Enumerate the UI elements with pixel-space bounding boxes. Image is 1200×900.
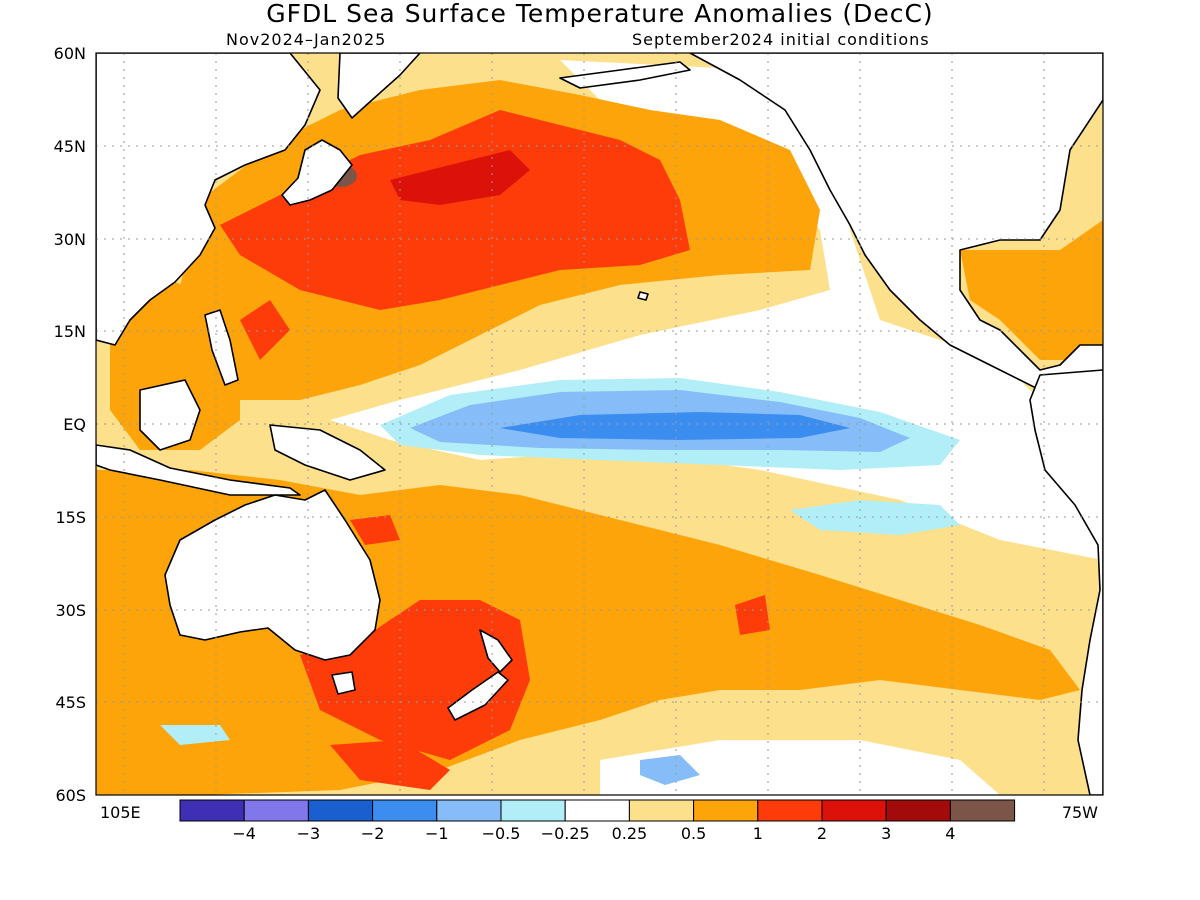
land-north-america	[689, 53, 1103, 401]
colorbar-tick-label: 4	[945, 824, 955, 843]
colorbar-swatch	[372, 799, 438, 822]
anomaly-region-pos-1-south	[330, 740, 450, 790]
period-label: Nov2024–Jan2025	[226, 30, 386, 49]
anomaly-region-pos-05-mexico	[960, 220, 1103, 360]
lon-label-right: 75W	[1062, 803, 1098, 822]
lat-label: 60S	[55, 786, 86, 805]
anomaly-region-pos-2	[390, 150, 530, 205]
colorbar-swatch	[885, 799, 951, 822]
colorbar-swatch	[757, 799, 823, 822]
anomaly-region-pos-1-sp	[735, 595, 770, 635]
colorbar-swatch	[500, 799, 566, 822]
colorbar-swatch	[821, 799, 887, 822]
anomaly-region-pos-1-tasman	[300, 600, 530, 760]
land-australia	[164, 489, 381, 661]
lon-label-left: 105E	[100, 803, 141, 822]
land-japan	[281, 139, 353, 206]
anomaly-region-neg-05-south	[640, 755, 700, 785]
colorbar-tick-label: 3	[881, 824, 891, 843]
anomaly-region-neg-025-south	[790, 500, 960, 535]
sst-anomaly-field	[96, 53, 1103, 795]
colorbar-tick-label: 2	[817, 824, 827, 843]
anomaly-region-pos-1-west	[240, 300, 290, 360]
lat-label: EQ	[63, 415, 86, 434]
colorbar-tick-label: −0.25	[541, 824, 590, 843]
colorbar-tick-label: −3	[297, 824, 321, 843]
colorbar-swatch	[949, 799, 1016, 822]
latitude-labels: 60N 45N 30N 15N EQ 15S 30S 45S 60S	[54, 44, 86, 805]
map-frame	[95, 52, 1104, 796]
lat-label: 45N	[54, 137, 86, 156]
land-asia	[96, 53, 321, 346]
land-hawaii	[637, 291, 649, 301]
colorbar-swatch	[307, 799, 374, 822]
land-indonesia	[96, 444, 301, 496]
land-borneo	[139, 379, 201, 451]
colorbar-swatch	[628, 799, 695, 822]
lat-label: 15N	[54, 322, 86, 341]
colorbar-tick-label: −0.5	[482, 824, 521, 843]
colorbar-tick-label: 0.5	[681, 824, 706, 843]
colorbar-swatch	[564, 799, 630, 822]
colorbar-swatch	[179, 799, 245, 822]
land-south-america	[1029, 369, 1103, 795]
land-tasmania	[331, 671, 356, 695]
map-title: GFDL Sea Surface Temperature Anomalies (…	[266, 0, 933, 28]
anomaly-region-neg-025-sw	[160, 725, 230, 745]
land-alaska-islands	[559, 61, 691, 89]
anomaly-region-pos-1-kuroshio	[220, 110, 690, 310]
colorbar: −4 −3 −2 −1 −0.5 −0.25 0.25 0.5 1 2 3 4	[179, 799, 1016, 843]
land-new-zealand-north	[479, 629, 513, 673]
colorbar-swatch	[693, 799, 759, 822]
anomaly-region-neg-1	[500, 412, 850, 440]
anomaly-region-neutral-south	[600, 740, 1000, 795]
colorbar-swatch	[243, 799, 309, 822]
colorbar-tick-label: −2	[361, 824, 385, 843]
lat-label: 45S	[55, 693, 86, 712]
colorbar-tick-label: 1	[753, 824, 763, 843]
land-new-zealand-south	[447, 671, 509, 721]
initial-conditions-label: September2024 initial conditions	[632, 30, 930, 49]
land-philippines	[204, 309, 239, 386]
colorbar-tick-label: −1	[425, 824, 449, 843]
lat-label: 15S	[55, 508, 86, 527]
lat-label: 30N	[54, 230, 86, 249]
lat-label: 60N	[54, 44, 86, 63]
anomaly-region-pos-1-sub	[350, 515, 400, 545]
lat-label: 30S	[55, 601, 86, 620]
land-new-guinea	[269, 424, 386, 481]
colorbar-swatch	[436, 799, 502, 822]
colorbar-tick-label: −4	[232, 824, 256, 843]
colorbar-tick-label: 0.25	[612, 824, 648, 843]
